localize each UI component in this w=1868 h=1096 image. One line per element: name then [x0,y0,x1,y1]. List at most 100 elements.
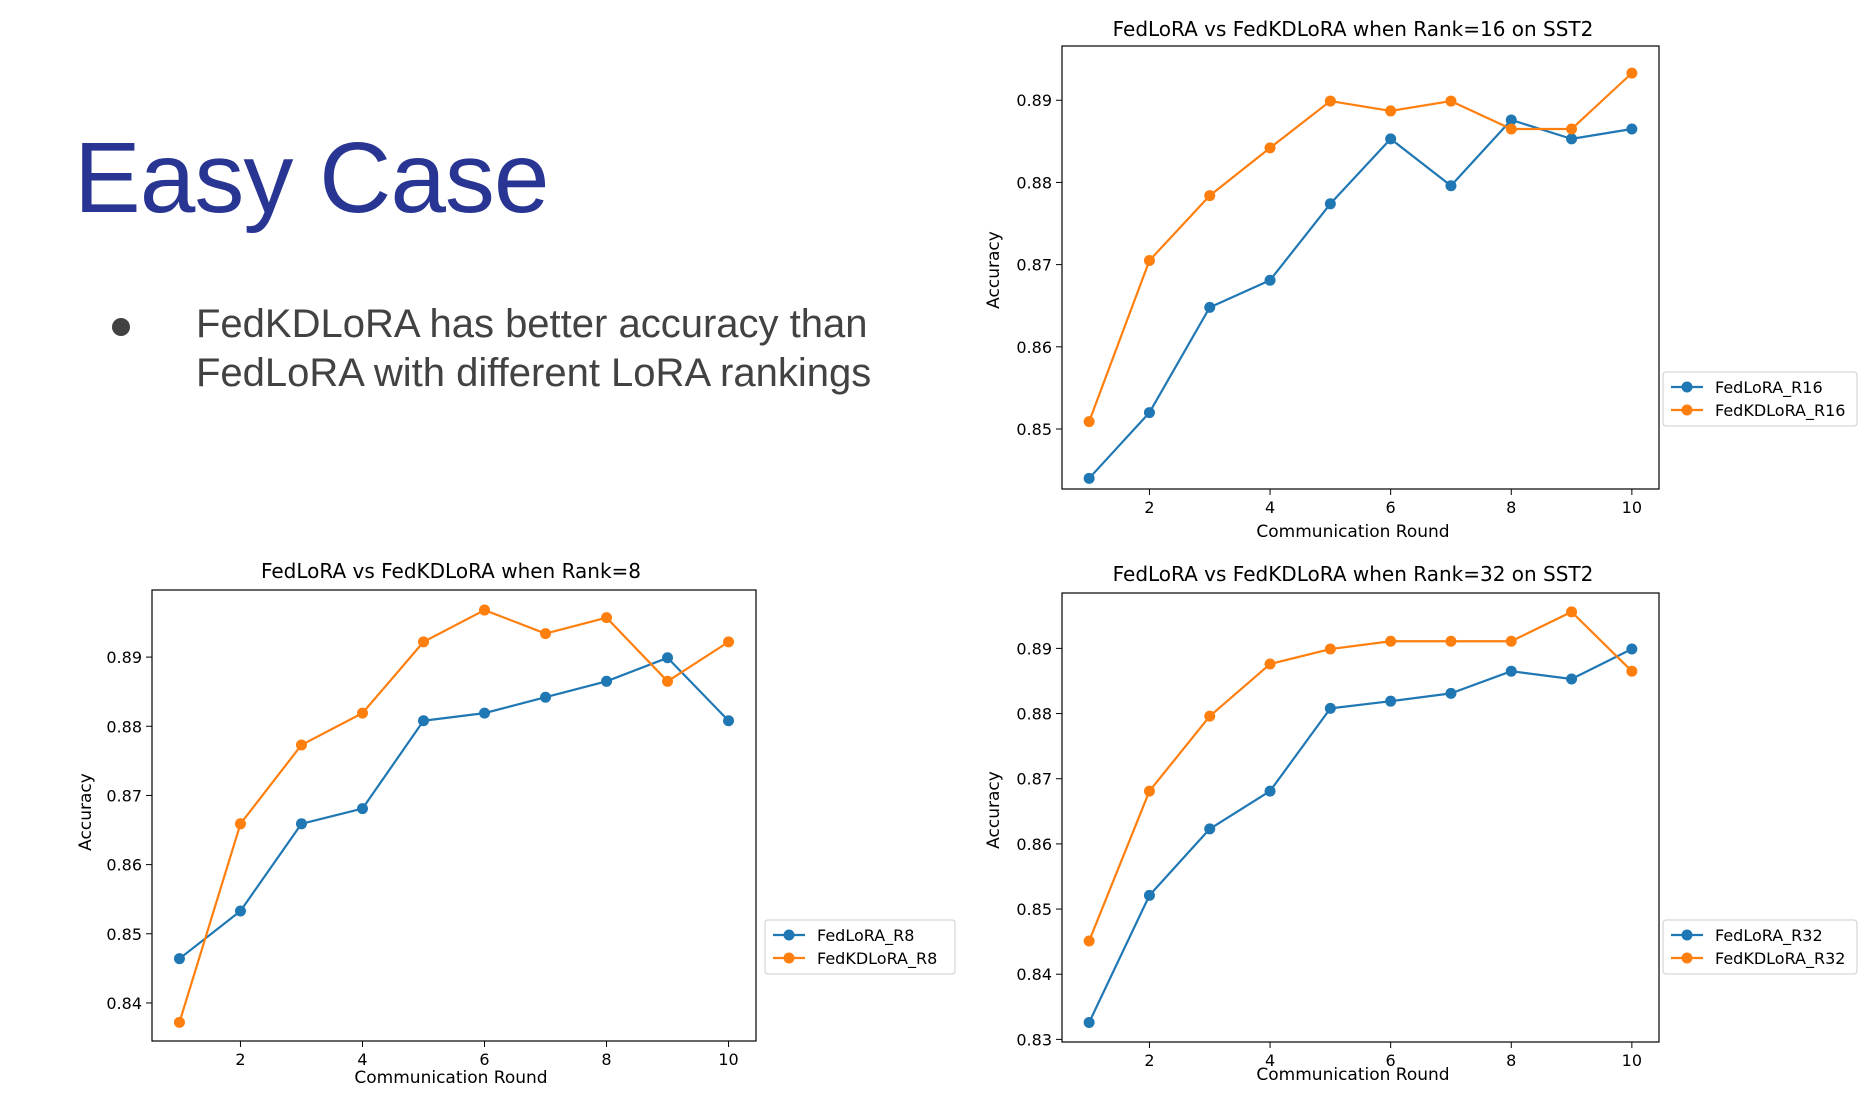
legend: FedLoRA_R32 FedKDLoRA_R32 [1662,919,1858,975]
chart-rank8: FedLoRA vs FedKDLoRA when Rank=8 2 4 6 8 10 0… [76,559,956,1088]
data-point [1566,133,1578,145]
legend-label: FedLoRA_R8 [817,926,914,946]
series-line [1088,72,1633,422]
data-point [173,1016,185,1028]
legend: FedLoRA_R16 FedKDLoRA_R16 [1662,371,1858,427]
data-point [1204,710,1216,722]
data-point [417,715,429,727]
legend-marker [1681,404,1693,416]
data-point [1566,673,1578,685]
data-point [1204,823,1216,835]
series-line [1088,118,1633,480]
y-tick-label: 0.88 [1016,705,1052,724]
y-axis-label: Accuracy [76,773,96,851]
x-tick-label: 6 [1386,1051,1396,1070]
legend-label: FedKDLoRA_R16 [1715,401,1845,421]
data-point [1505,114,1517,126]
data-point [662,675,674,687]
x-tick-label: 10 [1622,498,1642,517]
data-point [1083,416,1095,428]
data-point [356,803,368,815]
data-point [1445,687,1457,699]
bullet-dot-icon [112,318,130,336]
bullet-line: FedLoRA with different LoRA rankings [196,351,872,395]
y-tick-label: 0.88 [106,717,142,736]
y-tick-label: 0.85 [106,925,142,944]
data-point [295,739,307,751]
chart-rank16: FedLoRA vs FedKDLoRA when Rank=16 on SST… [984,17,1858,542]
y-tick-label: 0.84 [1016,965,1052,984]
data-point [1385,635,1397,647]
data-point [1324,702,1336,714]
plot-area: 2 4 6 8 10 0.85 0.86 0.87 0.88 0.89 [1016,45,1660,517]
data-point [1505,123,1517,135]
legend-label: FedKDLoRA_R32 [1715,949,1845,969]
x-tick-label: 10 [1622,1051,1642,1070]
bullet-text: FedKDLoRA has better accuracy than FedLo… [196,300,956,398]
data-point [1626,67,1638,79]
data-point [1264,658,1276,670]
data-point [601,675,613,687]
data-point [1566,606,1578,618]
data-point [417,636,429,648]
data-point [1264,785,1276,797]
chart-rank32: FedLoRA vs FedKDLoRA when Rank=32 on SST… [984,562,1858,1085]
data-point [1324,95,1336,107]
y-tick-label: 0.86 [1016,338,1052,357]
data-point [1626,123,1638,135]
data-point [1143,255,1155,267]
legend-label: FedLoRA_R16 [1715,378,1823,398]
data-point [1445,180,1457,192]
data-point [479,707,491,719]
y-tick-label: 0.89 [106,648,142,667]
data-point [356,707,368,719]
bullet-line: FedKDLoRA has better accuracy than [196,302,868,346]
data-point [1264,274,1276,286]
y-tick-label: 0.83 [1016,1030,1052,1049]
x-axis-label: Communication Round [1256,522,1449,542]
data-point [234,905,246,917]
series-line [178,608,730,1023]
y-tick-label: 0.88 [1016,173,1052,192]
legend-box [1662,371,1858,427]
data-point [1505,635,1517,647]
legend-box [764,919,956,975]
data-point [662,652,674,664]
data-point [1445,635,1457,647]
plot-area: 2 4 6 8 10 0.83 0.84 0.85 0.86 0.87 0.88 0.89 [1016,592,1660,1070]
chart-title: FedLoRA vs FedKDLoRA when Rank=8 [261,559,641,583]
plot-area: 2 4 6 8 10 0.84 0.85 0.86 0.87 0.88 0.89 [106,589,757,1069]
x-tick-label: 2 [1144,498,1154,517]
y-axis-label: Accuracy [984,771,1004,849]
y-tick-label: 0.87 [1016,770,1052,789]
data-point [1143,785,1155,797]
data-point [1324,198,1336,210]
data-point [1264,142,1276,154]
data-point [1385,695,1397,707]
y-tick-label: 0.89 [1016,639,1052,658]
data-point [1324,643,1336,655]
x-tick-label: 8 [601,1050,611,1069]
data-point [723,715,735,727]
axes-frame [1061,45,1660,490]
y-tick-label: 0.85 [1016,900,1052,919]
legend-marker [1681,381,1693,393]
x-tick-label: 8 [1506,498,1516,517]
series-line [1088,648,1633,1023]
x-tick-label: 2 [235,1050,245,1069]
data-point [1083,1016,1095,1028]
data-point [295,818,307,830]
data-point [1143,407,1155,419]
axes-frame [1061,592,1660,1043]
series-line [1088,610,1633,942]
legend-label: FedLoRA_R32 [1715,926,1823,946]
data-point [1445,95,1457,107]
data-point [1204,301,1216,313]
legend-marker [783,929,795,941]
legend: FedLoRA_R8 FedKDLoRA_R8 [764,919,956,975]
x-axis-label: Communication Round [354,1068,547,1088]
data-point [540,628,552,640]
x-axis-label: Communication Round [1256,1065,1449,1085]
data-point [1626,643,1638,655]
data-point [1566,123,1578,135]
